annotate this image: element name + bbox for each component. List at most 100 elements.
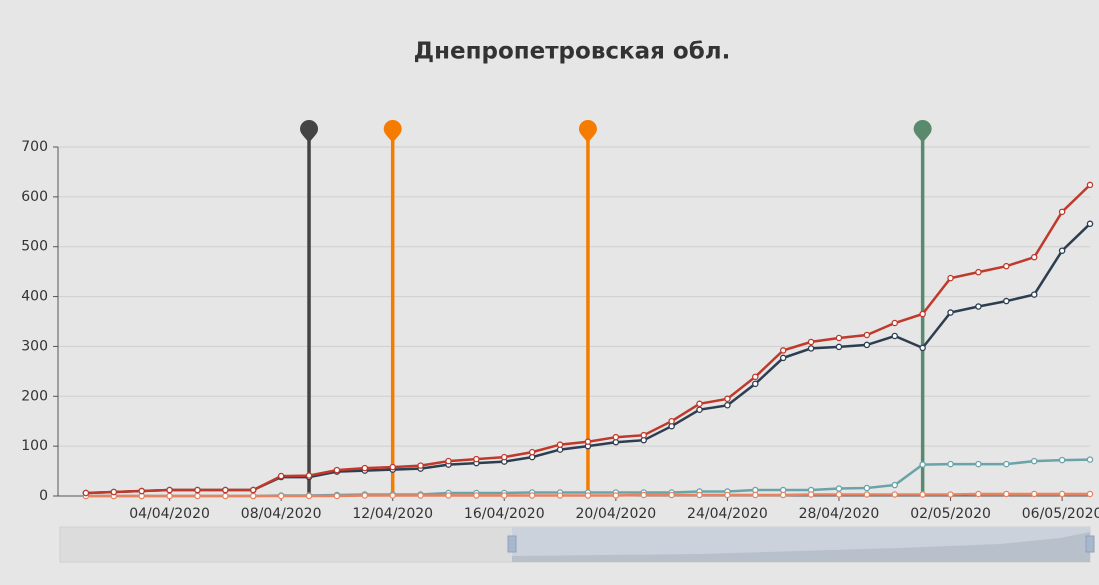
data-point <box>1086 490 1094 498</box>
data-zoom[interactable] <box>59 526 1095 563</box>
data-point <box>110 488 118 496</box>
data-point <box>863 341 871 349</box>
data-point <box>947 309 954 316</box>
data-point <box>1030 457 1038 465</box>
data-point <box>919 344 926 352</box>
data-point <box>277 472 285 480</box>
data-point <box>891 319 899 327</box>
data-point <box>696 491 703 499</box>
data-point <box>1058 490 1066 498</box>
data-point <box>752 491 759 499</box>
data-point <box>640 491 647 499</box>
data-point <box>835 343 843 351</box>
data-point <box>1030 291 1038 298</box>
data-point <box>194 486 201 494</box>
data-point <box>612 492 620 499</box>
zoom-handle[interactable] <box>507 535 517 553</box>
data-point <box>1058 456 1066 464</box>
data-point <box>556 492 564 499</box>
data-point <box>361 464 369 472</box>
data-point <box>696 406 703 413</box>
data-point <box>807 338 815 346</box>
data-point <box>417 462 424 469</box>
data-point <box>919 461 926 468</box>
data-point <box>975 490 982 498</box>
data-point <box>166 492 173 500</box>
data-point <box>1030 253 1038 261</box>
data-point <box>222 486 229 494</box>
x-tick-label: 12/04/2020 <box>352 506 433 522</box>
data-point <box>835 334 843 342</box>
data-point <box>473 455 480 463</box>
x-tick-label: 16/04/2020 <box>464 506 545 522</box>
data-point <box>919 491 926 498</box>
y-tick-label: 300 <box>21 338 48 354</box>
data-point <box>1003 460 1010 468</box>
y-tick-label: 400 <box>21 289 48 305</box>
data-point <box>389 492 396 499</box>
data-point <box>891 481 899 489</box>
data-point <box>1030 490 1038 498</box>
y-tick-label: 200 <box>21 388 48 404</box>
event-pin <box>578 120 597 143</box>
data-point <box>668 417 675 425</box>
data-point <box>779 491 787 499</box>
data-point <box>556 441 564 448</box>
data-point <box>779 347 787 354</box>
data-point <box>82 489 90 497</box>
zoom-preview <box>512 532 1090 562</box>
data-point <box>1003 297 1010 305</box>
chart-title: Днепропетровская обл. <box>414 39 731 65</box>
data-point <box>724 491 731 499</box>
data-point <box>389 463 396 471</box>
data-point <box>1058 208 1066 216</box>
data-point <box>166 486 173 494</box>
data-point <box>194 492 201 500</box>
data-point <box>863 491 871 498</box>
event-pin <box>383 120 402 143</box>
data-point <box>528 492 536 499</box>
data-point <box>863 484 871 492</box>
data-point <box>668 491 675 499</box>
y-tick-label: 700 <box>21 139 48 155</box>
event-pin <box>300 120 319 143</box>
data-point <box>919 310 926 318</box>
data-point <box>724 402 731 409</box>
data-point <box>1058 247 1066 254</box>
data-point <box>501 453 508 461</box>
data-point <box>1003 490 1010 498</box>
y-tick-label: 100 <box>21 438 48 454</box>
data-point <box>249 486 257 494</box>
data-point <box>807 345 815 352</box>
data-point <box>361 492 369 499</box>
x-tick-label: 20/04/2020 <box>575 506 656 522</box>
data-point <box>724 395 731 403</box>
x-tick-label: 24/04/2020 <box>687 506 768 522</box>
y-tick-label: 500 <box>21 239 48 255</box>
data-point <box>835 491 843 498</box>
data-point <box>222 492 229 500</box>
data-point <box>333 492 341 500</box>
y-tick-label: 600 <box>21 189 48 205</box>
data-point <box>752 380 759 388</box>
x-tick-label: 28/04/2020 <box>799 506 880 522</box>
data-point <box>975 460 982 468</box>
data-point <box>891 491 899 498</box>
data-point <box>445 457 452 465</box>
x-tick-label: 02/05/2020 <box>910 506 991 522</box>
data-point <box>501 492 508 499</box>
data-point <box>975 303 982 310</box>
data-point <box>138 487 145 495</box>
zoom-handle[interactable] <box>1085 535 1095 553</box>
data-point <box>779 354 787 362</box>
data-point <box>863 331 871 339</box>
data-point <box>305 472 313 479</box>
data-point <box>612 433 620 441</box>
data-point <box>277 492 285 500</box>
data-point <box>1086 456 1094 463</box>
x-tick-label: 06/05/2020 <box>1022 506 1099 522</box>
data-point <box>473 492 480 499</box>
data-point <box>640 431 647 439</box>
data-point <box>333 466 341 474</box>
data-point <box>1086 220 1094 228</box>
